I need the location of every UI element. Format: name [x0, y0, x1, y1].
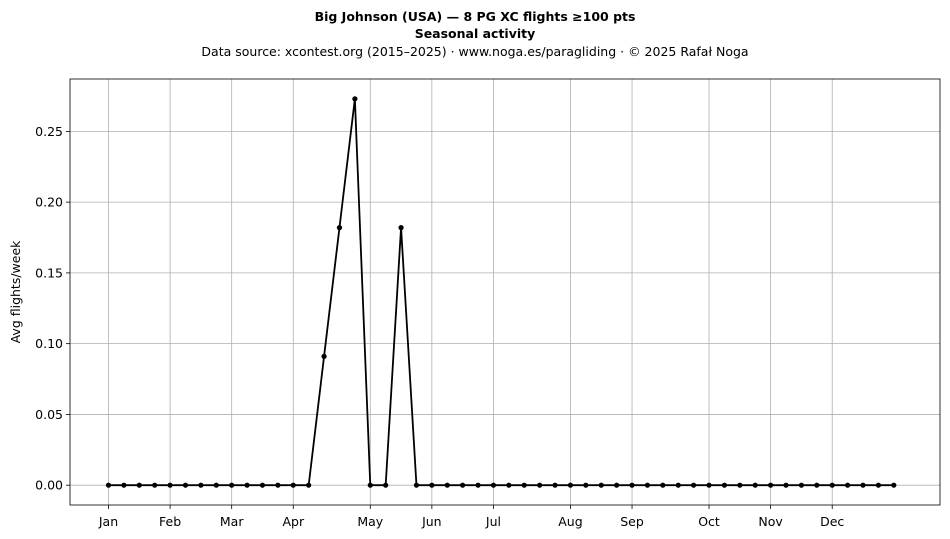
- x-tick-label: Oct: [698, 514, 720, 529]
- data-point: [768, 482, 774, 488]
- data-point: [444, 482, 450, 488]
- data-point: [521, 482, 527, 488]
- axis-ticks: Jan Feb Mar Apr May Jun Jul Aug Sep Oct Nov Dec 0.00…: [35, 124, 844, 529]
- data-point: [413, 482, 420, 488]
- data-point: [891, 482, 897, 488]
- data-point: [475, 482, 481, 488]
- data-point: [306, 482, 312, 488]
- data-point: [506, 482, 512, 488]
- data-point: [136, 482, 142, 488]
- data-point: [290, 482, 296, 488]
- data-point: [490, 482, 497, 488]
- data-point: [152, 482, 158, 488]
- data-point: [121, 482, 127, 488]
- x-tick-label: Sep: [620, 514, 644, 529]
- data-point: [244, 482, 250, 488]
- data-point: [737, 482, 743, 488]
- chart-title: Big Johnson (USA) — 8 PG XC flights ≥100…: [315, 9, 636, 24]
- data-point: [660, 482, 666, 488]
- chart-subtitle: Seasonal activity: [415, 26, 536, 41]
- series: [105, 96, 897, 488]
- data-point: [798, 482, 805, 488]
- data-point: [336, 225, 343, 231]
- data-point: [752, 482, 758, 488]
- y-axis-label: Avg flights/week: [8, 240, 23, 344]
- data-source-line: Data source: xcontest.org (2015–2025) · …: [201, 44, 748, 59]
- y-tick-label: 0.20: [35, 195, 63, 210]
- data-point: [783, 482, 789, 488]
- y-tick-label: 0.15: [35, 265, 63, 280]
- data-point: [644, 482, 651, 488]
- data-point: [845, 482, 851, 488]
- y-tick-label: 0.10: [35, 336, 63, 351]
- data-point: [275, 482, 281, 488]
- data-point: [321, 353, 327, 359]
- data-point: [198, 482, 204, 488]
- plot-frame: [69, 78, 941, 506]
- data-point: [598, 482, 604, 488]
- x-tick-label: Jun: [421, 514, 442, 529]
- grid: [70, 79, 940, 505]
- data-point: [829, 482, 835, 488]
- data-point: [552, 482, 558, 488]
- x-tick-label: May: [357, 514, 383, 529]
- data-point: [383, 482, 389, 488]
- data-point: [675, 482, 681, 488]
- x-tick-label: Feb: [159, 514, 181, 529]
- data-point: [629, 482, 635, 488]
- x-tick-label: Jan: [98, 514, 118, 529]
- data-point: [429, 482, 435, 488]
- data-point: [105, 482, 112, 488]
- data-point: [259, 482, 266, 488]
- data-point: [460, 482, 466, 488]
- x-tick-label: Dec: [820, 514, 844, 529]
- y-tick-label: 0.05: [35, 407, 63, 422]
- x-tick-label: Jul: [485, 514, 501, 529]
- data-point: [213, 482, 219, 488]
- x-tick-label: Aug: [558, 514, 582, 529]
- y-tick-label: 0.25: [35, 124, 63, 139]
- data-point: [691, 482, 697, 488]
- data-point: [614, 482, 620, 488]
- x-tick-label: Apr: [282, 514, 304, 529]
- data-point: [352, 96, 358, 102]
- series-line: [108, 98, 894, 487]
- data-point: [567, 482, 574, 488]
- data-point: [367, 482, 373, 488]
- data-point: [706, 482, 712, 488]
- data-point: [229, 482, 235, 488]
- data-point: [182, 482, 189, 488]
- y-tick-label: 0.00: [35, 478, 63, 493]
- x-tick-label: Mar: [220, 514, 244, 529]
- data-point: [860, 482, 866, 488]
- data-point: [583, 482, 589, 488]
- x-tick-label: Nov: [758, 514, 783, 529]
- data-point: [721, 482, 728, 488]
- data-point: [814, 482, 820, 488]
- data-point: [398, 225, 404, 231]
- data-point: [537, 482, 543, 488]
- data-point: [167, 482, 173, 488]
- data-point: [875, 482, 882, 488]
